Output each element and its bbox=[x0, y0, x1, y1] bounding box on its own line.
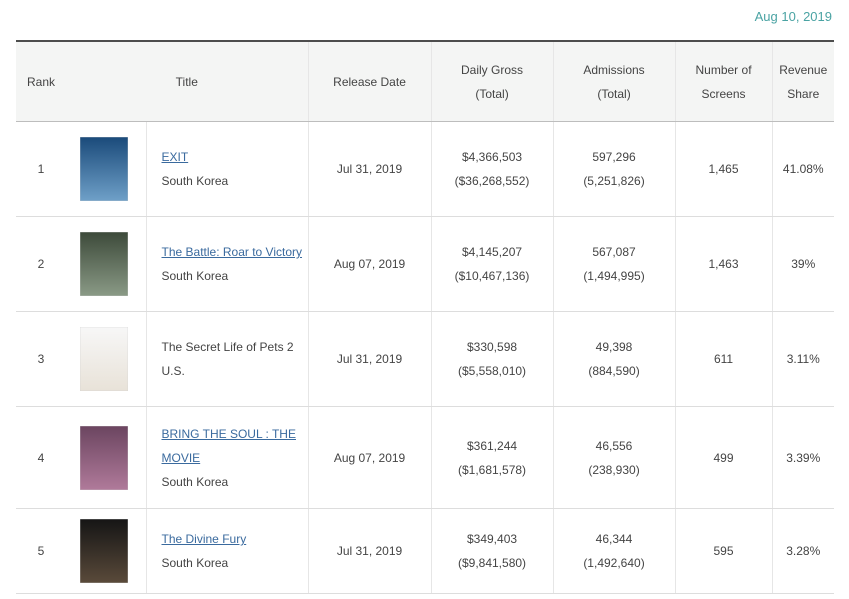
table-row: 4 BRING THE SOUL : THE MOVIE South Korea … bbox=[16, 406, 835, 509]
daily-admissions: 597,296 bbox=[592, 150, 636, 164]
poster-cell bbox=[66, 406, 146, 509]
table-row: 5 The Divine Fury South Korea Jul 31, 20… bbox=[16, 508, 835, 594]
screens-cell: 611 bbox=[674, 311, 773, 407]
title-cell: The Divine Fury South Korea bbox=[145, 508, 309, 594]
gross-cell: $4,366,503 ($36,268,552) bbox=[430, 121, 554, 217]
daily-gross: $4,145,207 bbox=[461, 245, 523, 259]
screens-cell: 1,463 bbox=[674, 216, 773, 312]
revenue-share-cell: 39% bbox=[771, 216, 835, 312]
movie-poster[interactable] bbox=[80, 519, 128, 583]
release-date-cell: Jul 31, 2019 bbox=[307, 311, 432, 407]
title-cell: The Secret Life of Pets 2 U.S. bbox=[145, 311, 309, 407]
revenue-share-cell: 3.39% bbox=[771, 406, 835, 509]
movie-title-link[interactable]: The Battle: Roar to Victory bbox=[161, 245, 303, 259]
gross-cell: $330,598 ($5,558,010) bbox=[430, 311, 554, 407]
poster-cell bbox=[66, 216, 146, 312]
total-admissions: (238,930) bbox=[588, 462, 640, 477]
screens-cell: 1,465 bbox=[674, 121, 773, 217]
header-admissions-sub: (Total) bbox=[597, 86, 631, 101]
rank-cell: 5 bbox=[16, 508, 66, 594]
movie-title-link[interactable]: The Divine Fury bbox=[161, 532, 247, 546]
movie-country: South Korea bbox=[161, 174, 229, 188]
rank-cell: 1 bbox=[16, 121, 66, 217]
movie-poster[interactable] bbox=[80, 425, 128, 490]
title-cell: BRING THE SOUL : THE MOVIE South Korea bbox=[145, 406, 309, 509]
movie-country: South Korea bbox=[161, 556, 229, 570]
title-cell: EXIT South Korea bbox=[145, 121, 309, 217]
daily-admissions: 567,087 bbox=[592, 245, 636, 259]
daily-admissions: 46,556 bbox=[595, 438, 633, 453]
header-rank: Rank bbox=[16, 40, 66, 122]
header-revenue-share: Revenue Share bbox=[771, 40, 835, 122]
daily-admissions: 46,344 bbox=[595, 532, 633, 546]
poster-cell bbox=[66, 311, 146, 407]
daily-gross: $330,598 bbox=[466, 340, 518, 354]
admissions-cell: 597,296 (5,251,826) bbox=[552, 121, 676, 217]
revenue-share-cell: 41.08% bbox=[771, 121, 835, 217]
movie-poster[interactable] bbox=[80, 137, 128, 201]
report-date: Aug 10, 2019 bbox=[754, 9, 832, 24]
gross-cell: $4,145,207 ($10,467,136) bbox=[430, 216, 554, 312]
total-gross: ($36,268,552) bbox=[454, 174, 530, 188]
header-screens-line2: Screens bbox=[701, 86, 746, 101]
screens-cell: 499 bbox=[674, 406, 773, 509]
daily-admissions: 49,398 bbox=[595, 340, 633, 354]
header-screens: Number of Screens bbox=[674, 40, 773, 122]
gross-cell: $361,244 ($1,681,578) bbox=[430, 406, 554, 509]
total-gross: ($10,467,136) bbox=[454, 269, 530, 283]
rank-cell: 4 bbox=[16, 406, 66, 509]
poster-cell bbox=[66, 121, 146, 217]
revenue-share-cell: 3.28% bbox=[771, 508, 835, 594]
release-date-cell: Jul 31, 2019 bbox=[307, 121, 432, 217]
movie-title-link: The Secret Life of Pets 2 bbox=[161, 340, 294, 354]
revenue-share-cell: 3.11% bbox=[771, 311, 835, 407]
header-admissions-label: Admissions bbox=[583, 62, 645, 77]
total-admissions: (1,494,995) bbox=[583, 269, 645, 283]
table-row: 2 The Battle: Roar to Victory South Kore… bbox=[16, 216, 835, 312]
movie-title-link[interactable]: BRING THE SOUL : THE MOVIE bbox=[161, 426, 296, 465]
table-row: 1 EXIT South Korea Jul 31, 2019 $4,366,5… bbox=[16, 121, 835, 217]
daily-gross: $361,244 bbox=[466, 438, 518, 453]
total-gross: ($1,681,578) bbox=[457, 462, 527, 477]
movie-poster[interactable] bbox=[80, 327, 128, 391]
admissions-cell: 46,344 (1,492,640) bbox=[552, 508, 676, 594]
title-cell: The Battle: Roar to Victory South Korea bbox=[145, 216, 309, 312]
release-date-cell: Aug 07, 2019 bbox=[307, 406, 432, 509]
poster-cell bbox=[66, 508, 146, 594]
header-screens-line1: Number of bbox=[695, 62, 752, 77]
daily-gross: $349,403 bbox=[466, 532, 518, 546]
header-daily-gross-label: Daily Gross bbox=[461, 62, 524, 77]
total-gross: ($5,558,010) bbox=[457, 364, 527, 378]
rank-cell: 3 bbox=[16, 311, 66, 407]
box-office-table: Rank Title Release Date Daily Gross (Tot… bbox=[16, 40, 835, 594]
release-date-cell: Jul 31, 2019 bbox=[307, 508, 432, 594]
table-header-row: Rank Title Release Date Daily Gross (Tot… bbox=[16, 40, 835, 122]
header-share-line1: Revenue bbox=[779, 62, 828, 77]
movie-country: South Korea bbox=[161, 269, 229, 283]
header-admissions: Admissions (Total) bbox=[552, 40, 676, 122]
table-row: 3 The Secret Life of Pets 2 U.S. Jul 31,… bbox=[16, 311, 835, 407]
total-admissions: (1,492,640) bbox=[583, 556, 645, 570]
admissions-cell: 567,087 (1,494,995) bbox=[552, 216, 676, 312]
admissions-cell: 49,398 (884,590) bbox=[552, 311, 676, 407]
screens-cell: 595 bbox=[674, 508, 773, 594]
total-admissions: (5,251,826) bbox=[583, 174, 645, 188]
header-share-line2: Share bbox=[787, 86, 820, 101]
rank-cell: 2 bbox=[16, 216, 66, 312]
admissions-cell: 46,556 (238,930) bbox=[552, 406, 676, 509]
daily-gross: $4,366,503 bbox=[461, 150, 523, 164]
total-gross: ($9,841,580) bbox=[457, 556, 527, 570]
release-date-cell: Aug 07, 2019 bbox=[307, 216, 432, 312]
header-daily-gross-sub: (Total) bbox=[475, 86, 509, 101]
header-title: Title bbox=[66, 40, 309, 122]
header-release-date: Release Date bbox=[307, 40, 432, 122]
total-admissions: (884,590) bbox=[588, 364, 640, 378]
movie-country: South Korea bbox=[161, 474, 229, 489]
header-daily-gross: Daily Gross (Total) bbox=[430, 40, 554, 122]
gross-cell: $349,403 ($9,841,580) bbox=[430, 508, 554, 594]
movie-poster[interactable] bbox=[80, 232, 128, 296]
movie-country: U.S. bbox=[161, 364, 185, 378]
movie-title-link[interactable]: EXIT bbox=[161, 150, 189, 164]
